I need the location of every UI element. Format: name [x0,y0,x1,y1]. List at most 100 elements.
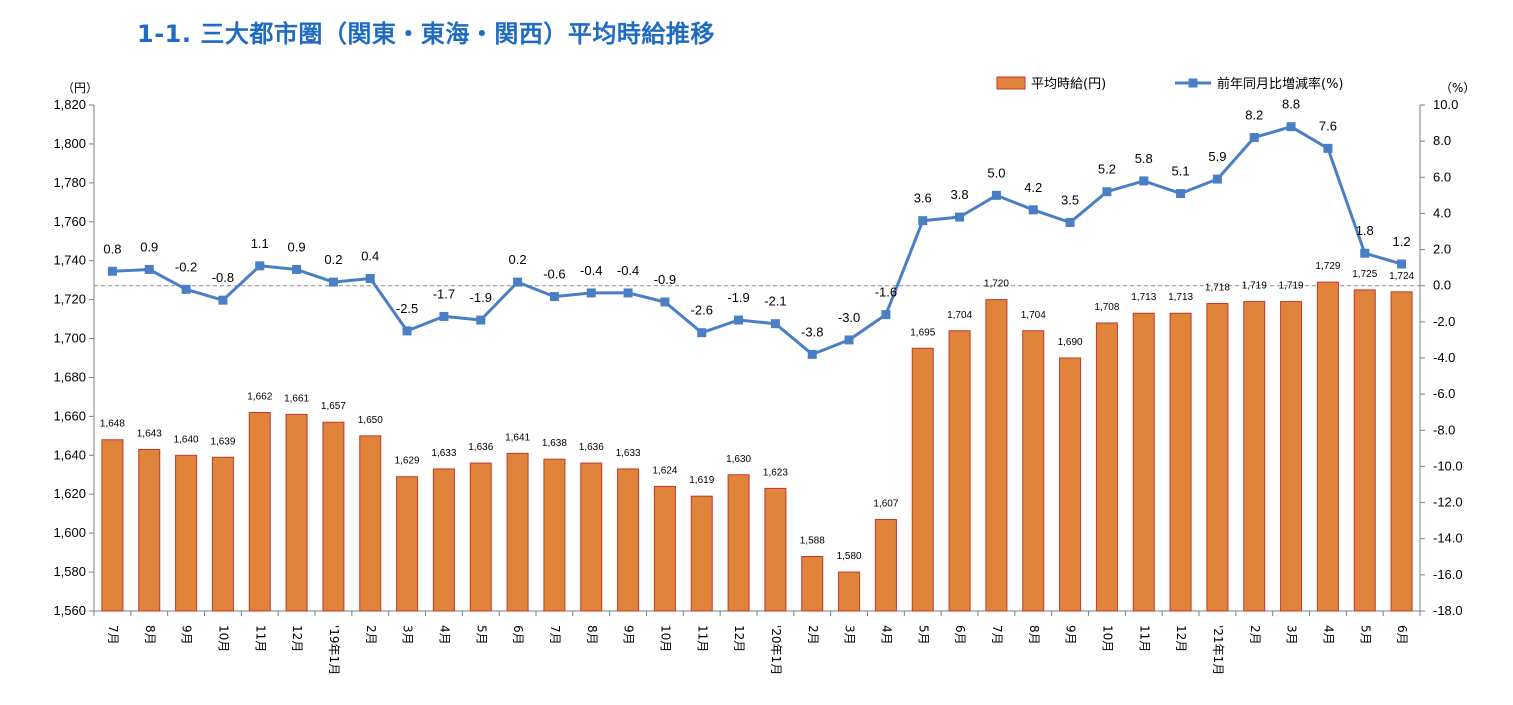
yoy-rate-label: 5.0 [987,165,1005,180]
right-axis-tick-label: -6.0 [1433,386,1455,401]
yoy-rate-label: 0.9 [140,239,158,254]
bar-value-label: 1,657 [321,401,346,412]
x-category-label: 10月 [216,625,230,652]
right-axis-tick-label: 8.0 [1433,133,1451,148]
left-axis-tick-label: 1,780 [53,175,86,190]
right-axis-tick-label: -12.0 [1433,495,1463,510]
yoy-rate-point [770,319,780,329]
bar-value-label: 1,633 [431,448,456,459]
bar [1206,303,1229,612]
left-axis-tick-label: 1,740 [53,253,86,268]
x-category-label: 12月 [1174,625,1188,652]
bar-value-label: 1,719 [1279,281,1304,292]
bar-value-label: 1,725 [1352,269,1377,280]
x-category-label: '19年1月 [327,625,341,675]
yoy-rate-point [955,212,965,222]
left-axis-tick-label: 1,800 [53,136,86,151]
bar-value-label: 1,713 [1168,292,1193,303]
bar [1280,301,1303,612]
bar [396,476,419,612]
yoy-rate-label: 0.9 [288,239,306,254]
right-axis-tick-label: 10.0 [1433,97,1458,112]
yoy-rate-label: -1.9 [470,290,492,305]
x-category-label: 6月 [953,625,967,645]
legend-bar-swatch [996,76,1026,90]
bar-value-label: 1,623 [763,467,788,478]
x-category-label: 2月 [364,625,378,645]
yoy-rate-label: -2.5 [396,301,418,316]
yoy-rate-point [844,335,854,345]
yoy-rate-point [144,264,154,274]
yoy-rate-label: -3.8 [801,324,823,339]
bar [1022,330,1045,612]
bar-value-label: 1,724 [1389,271,1414,282]
yoy-rate-point [1028,205,1038,215]
bar-value-label: 1,662 [247,391,272,402]
yoy-rate-label: -0.4 [580,263,602,278]
left-axis-tick-label: 1,560 [53,603,86,618]
x-category-label: 7月 [106,625,120,645]
x-category-label: 2月 [1248,625,1262,645]
yoy-rate-point [1065,217,1075,227]
chart-title: 1-1. 三大都市圏（関東・東海・関西）平均時給推移 [137,20,715,48]
bar [322,421,345,612]
bar [874,519,897,612]
left-axis-tick-label: 1,820 [53,97,86,112]
x-category-label: 8月 [1027,625,1041,645]
x-category-label: '20年1月 [769,625,783,675]
right-axis-tick-label: 4.0 [1433,205,1451,220]
bar-value-label: 1,580 [837,551,862,562]
yoy-rate-label: -1.9 [727,290,749,305]
bar [432,468,455,612]
yoy-rate-label: 7.6 [1319,118,1337,133]
bar [469,462,492,612]
left-axis-tick-label: 1,700 [53,331,86,346]
x-category-label: 10月 [658,625,672,652]
yoy-rate-point [1139,176,1149,186]
left-axis-tick-label: 1,680 [53,369,86,384]
bar [1353,289,1376,612]
x-category-label: 3月 [1285,625,1299,645]
x-category-label: 9月 [180,625,194,645]
bar [617,468,640,612]
yoy-rate-point [402,326,412,336]
yoy-rate-point [991,190,1001,200]
left-axis-tick-label: 1,760 [53,214,86,229]
yoy-rate-label: 1.8 [1356,223,1374,238]
left-axis-tick-label: 1,660 [53,408,86,423]
yoy-rate-label: -1.6 [875,285,897,300]
bar-value-label: 1,729 [1315,261,1340,272]
bar-value-label: 1,718 [1205,283,1230,294]
yoy-rate-label: -3.0 [838,310,860,325]
bar-value-label: 1,708 [1094,302,1119,313]
yoy-rate-point [1286,122,1296,132]
bar-value-label: 1,638 [542,438,567,449]
yoy-rate-line [112,125,1403,356]
legend-line-marker [1188,78,1198,88]
bar-value-label: 1,619 [689,475,714,486]
yoy-rate-point [623,288,633,298]
bar-value-label: 1,588 [800,536,825,547]
bar-value-label: 1,648 [100,419,125,430]
yoy-rate-point [1249,133,1259,143]
left-axis-tick-label: 1,600 [53,525,86,540]
yoy-rate-label: 0.2 [509,252,527,267]
bar [1243,301,1266,612]
bar-value-label: 1,690 [1058,337,1083,348]
yoy-rate-point [1360,248,1370,258]
x-category-label: 4月 [1321,625,1335,645]
yoy-rate-point [328,277,338,287]
bar [359,435,382,612]
bar [653,485,676,612]
bar-value-label: 1,704 [1021,310,1046,321]
bar [727,474,750,612]
yoy-rate-point [1323,143,1333,153]
yoy-rate-label: 3.8 [951,187,969,202]
bar-value-label: 1,695 [910,327,935,338]
left-axis-tick-label: 1,720 [53,292,86,307]
bar-value-label: 1,661 [284,393,309,404]
x-category-label: 3月 [401,625,415,645]
bar [690,495,713,612]
yoy-rate-point [807,349,817,359]
yoy-rate-point [549,292,559,302]
